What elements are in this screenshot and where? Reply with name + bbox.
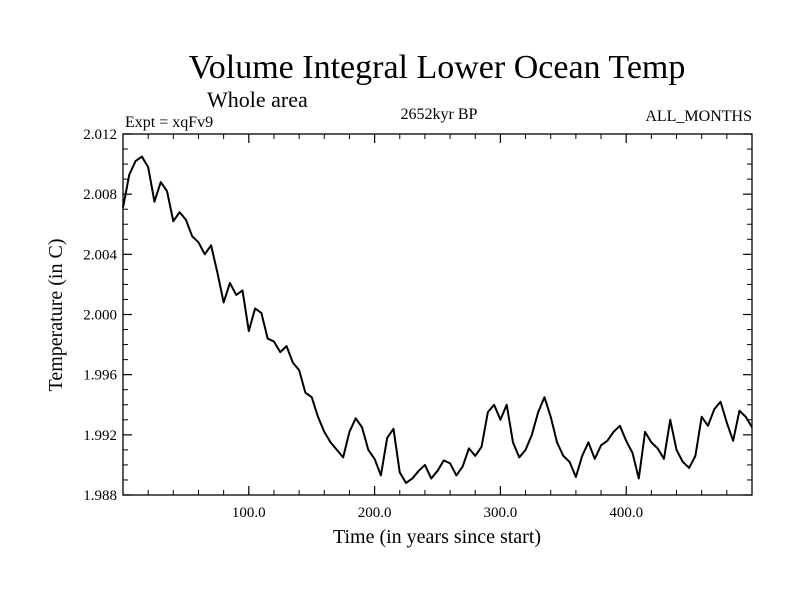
x-tick-label: 300.0 xyxy=(484,505,518,521)
x-tick-label: 400.0 xyxy=(609,505,643,521)
x-axis-label: Time (in years since start) xyxy=(333,526,541,548)
y-tick-label: 1.988 xyxy=(83,488,117,504)
x-tick-label: 100.0 xyxy=(232,505,266,521)
x-tick-label: 200.0 xyxy=(358,505,392,521)
chart-subtitle: Whole area xyxy=(207,87,308,112)
series-line-0 xyxy=(122,155,753,484)
y-axis-label: Temperature (in C) xyxy=(45,239,67,392)
y-tick-label: 1.996 xyxy=(83,368,117,384)
y-tick-label: 2.008 xyxy=(83,187,117,203)
y-tick-label: 1.992 xyxy=(83,428,117,444)
period-label: 2652kyr BP xyxy=(401,106,478,123)
chart-title: Volume Integral Lower Ocean Temp xyxy=(189,49,686,86)
months-label: ALL_MONTHS xyxy=(645,108,752,125)
y-tick-label: 2.012 xyxy=(83,127,117,143)
y-tick-label: 2.000 xyxy=(83,308,117,324)
y-tick-label: 2.004 xyxy=(83,247,117,263)
experiment-label: Expt = xqFv9 xyxy=(125,114,213,131)
plot-frame xyxy=(122,133,753,496)
